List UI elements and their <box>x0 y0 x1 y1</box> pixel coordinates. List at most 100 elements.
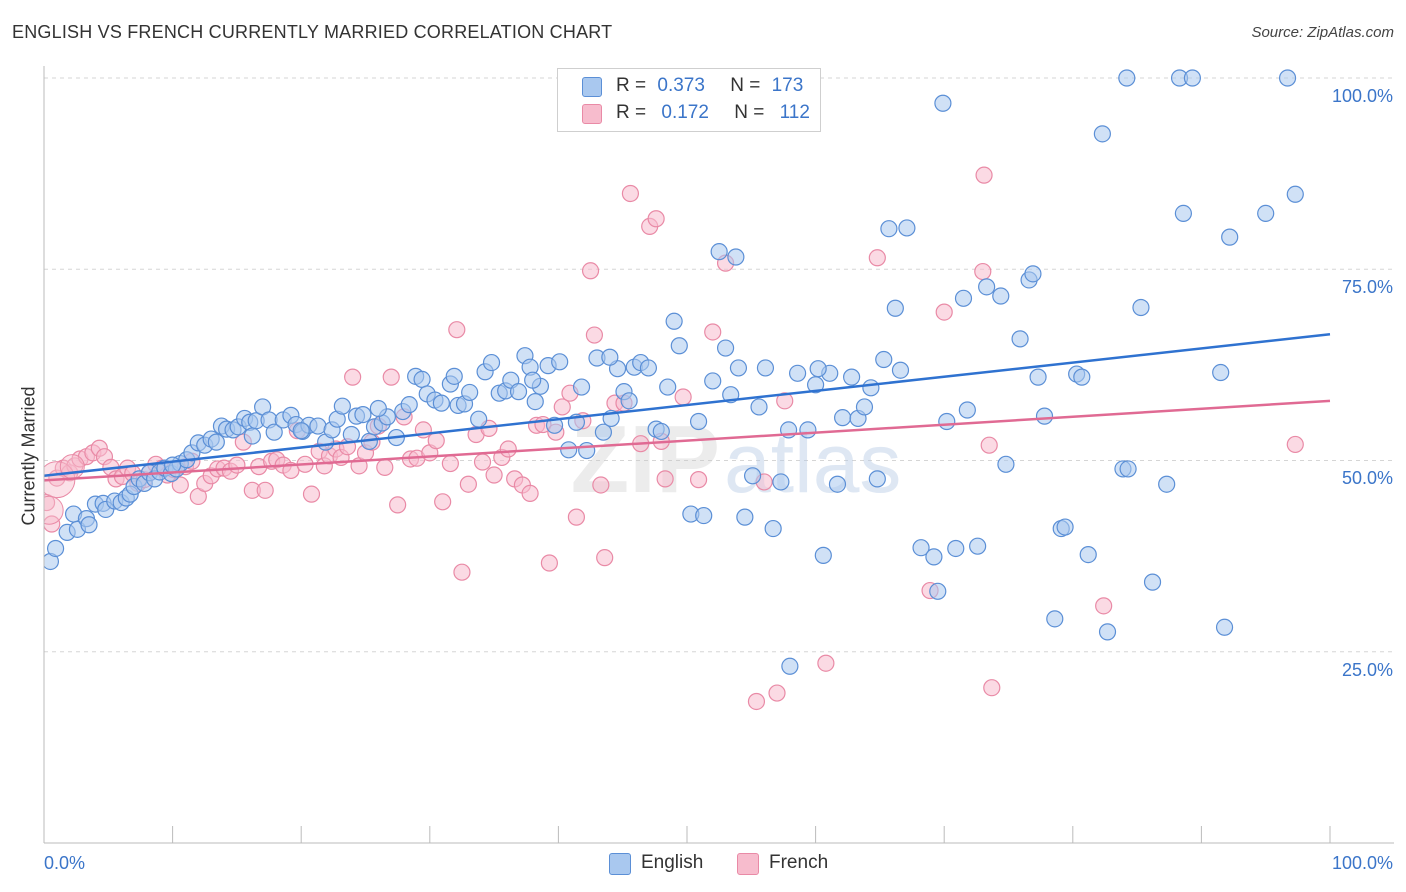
english-point <box>736 508 754 526</box>
english-point <box>292 422 310 440</box>
french-swatch <box>582 104 602 124</box>
french-point <box>935 303 953 321</box>
y-tick-label-25: 25.0% <box>1341 660 1393 680</box>
y-tick-label-50: 50.0% <box>1341 468 1393 488</box>
english-point <box>354 406 372 424</box>
english-point <box>1174 204 1192 223</box>
english-point <box>843 368 861 386</box>
french-point <box>459 475 477 493</box>
english-point <box>665 312 683 330</box>
english-point <box>1158 475 1176 493</box>
english-point <box>925 548 943 566</box>
english-point <box>659 378 677 396</box>
english-point <box>333 397 351 415</box>
english-n-value: 173 <box>771 75 804 96</box>
french-point <box>302 485 321 503</box>
french-point <box>473 453 492 471</box>
english-point <box>1098 623 1117 641</box>
english-point <box>164 456 182 474</box>
english-point <box>670 337 688 355</box>
english-point <box>1143 573 1162 591</box>
english-point <box>1278 69 1297 87</box>
english-point <box>992 287 1010 305</box>
english-point <box>572 378 591 396</box>
english-point <box>809 360 827 378</box>
english-point <box>1046 610 1064 628</box>
english-point <box>750 398 768 416</box>
english-point <box>594 423 613 441</box>
french-point <box>441 454 459 473</box>
french-point <box>485 466 503 484</box>
english-point <box>1215 618 1234 636</box>
french-point <box>768 684 786 702</box>
french-cluster-point <box>44 495 64 525</box>
french-point <box>344 368 362 386</box>
french-trend-line <box>43 399 1331 482</box>
french-point <box>427 432 445 450</box>
english-point <box>601 348 619 366</box>
english-point <box>309 417 327 435</box>
english-point <box>934 94 952 112</box>
french-point <box>540 554 558 572</box>
chart-title: ENGLISH VS FRENCH CURRENTLY MARRIED CORR… <box>12 22 613 42</box>
english-point <box>862 379 880 397</box>
english-point <box>912 539 930 557</box>
english-point <box>929 582 947 600</box>
french-point <box>656 470 674 488</box>
english-point <box>620 392 638 410</box>
french-point <box>1286 435 1304 454</box>
grid-layer <box>44 77 1394 653</box>
english-point <box>1119 460 1137 478</box>
french-n-label: N = <box>734 102 765 123</box>
french-point <box>817 654 835 672</box>
english-point <box>772 473 790 491</box>
french-cluster-point <box>59 454 85 480</box>
english-point <box>978 278 996 296</box>
english-point <box>1035 407 1054 425</box>
english-point <box>1212 363 1230 382</box>
english-point <box>445 367 463 385</box>
french-point <box>689 471 708 489</box>
english-point <box>470 410 488 428</box>
english-point <box>80 516 98 534</box>
x-tick-label-left: 0.0% <box>44 853 86 873</box>
english-point <box>369 399 387 418</box>
french-point <box>776 392 794 410</box>
french-r-value: 0.172 <box>661 102 709 123</box>
english-point <box>509 383 528 401</box>
english-point <box>1011 330 1029 348</box>
french-point <box>581 262 600 280</box>
english-point <box>716 339 735 357</box>
english-point <box>756 359 775 377</box>
english-point <box>954 289 973 307</box>
english-point <box>524 371 542 389</box>
french-point <box>747 692 766 711</box>
french-legend-label: French <box>769 852 829 873</box>
english-n-label: N = <box>730 75 761 96</box>
french-point <box>704 323 722 341</box>
english-trend-line <box>43 333 1331 478</box>
english-point <box>46 539 65 558</box>
english-point <box>639 359 658 377</box>
english-point <box>729 359 748 377</box>
english-point <box>551 353 569 371</box>
stats-legend: R = 0.373 N = 173 R = 0.172 N = 112 <box>557 68 821 132</box>
english-point <box>868 470 886 488</box>
english-point <box>743 467 762 485</box>
english-point <box>1073 368 1091 386</box>
source-label: Source: ZipAtlas.com <box>1251 24 1394 41</box>
english-point <box>947 539 965 558</box>
french-point <box>171 476 189 494</box>
english-point <box>834 409 852 427</box>
french-point <box>674 388 692 406</box>
english-point <box>652 422 670 441</box>
english-point <box>710 243 728 261</box>
english-r-label: R = <box>616 75 647 96</box>
french-point <box>434 493 452 511</box>
english-point <box>560 441 578 459</box>
english-point <box>799 421 817 439</box>
english-point <box>788 364 807 382</box>
french-point <box>1095 597 1113 615</box>
y-axis-label: Currently Married <box>18 386 39 526</box>
